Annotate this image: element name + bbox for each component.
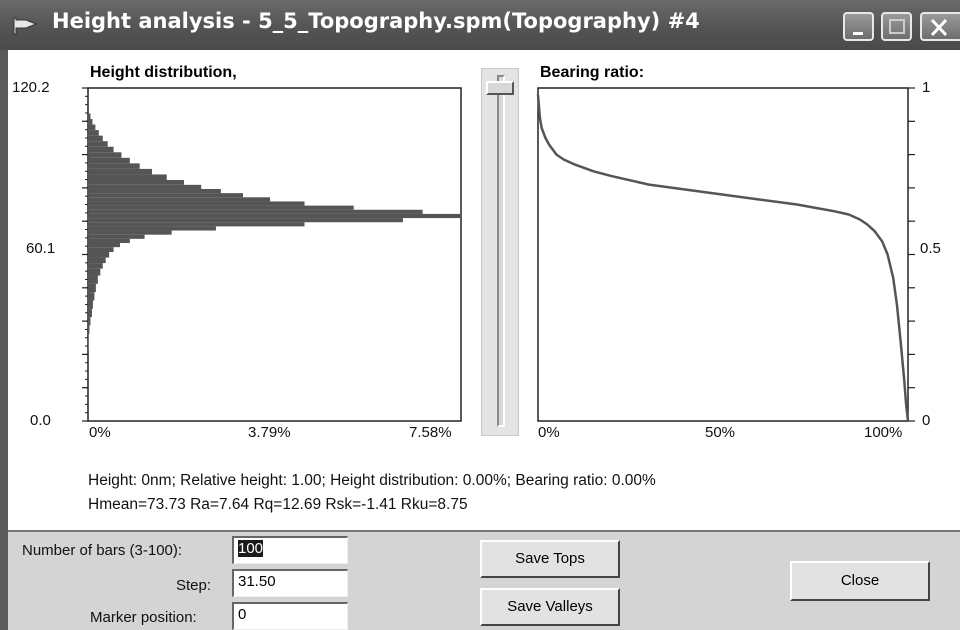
height-bar	[88, 119, 93, 125]
height-bar	[88, 179, 184, 185]
marker-slider[interactable]	[481, 68, 519, 436]
height-bar	[88, 152, 122, 158]
bearing-x-tick-0: 0%	[538, 424, 560, 441]
height-x-tick-0: 0%	[89, 424, 111, 441]
height-bar	[88, 113, 91, 120]
window-title: Height analysis - 5_5_Topography.spm(Top…	[52, 9, 700, 33]
height-bar	[88, 252, 110, 258]
height-bar	[88, 268, 101, 276]
save-tops-button[interactable]: Save Tops	[480, 540, 620, 578]
height-bar	[88, 141, 108, 147]
height-y-tick-mid: 60.1	[26, 240, 56, 257]
height-bar	[88, 163, 140, 169]
height-bar	[88, 333, 89, 343]
height-y-tick-min: 0.0	[30, 412, 51, 429]
height-bar	[88, 308, 92, 318]
marker-slider-groove	[497, 75, 505, 427]
step-value: 31.50	[238, 573, 276, 590]
height-bar	[88, 234, 145, 239]
height-bar	[88, 213, 461, 219]
height-bar	[88, 124, 96, 131]
height-distribution-bars	[88, 106, 461, 351]
height-bar	[88, 292, 95, 301]
height-bar	[88, 283, 96, 293]
minimize-button[interactable]	[843, 12, 874, 41]
height-bar	[88, 174, 167, 180]
maximize-icon	[889, 19, 905, 34]
title-bar[interactable]: Height analysis - 5_5_Topography.spm(Top…	[0, 0, 960, 50]
height-bar	[88, 106, 89, 114]
height-bar	[88, 135, 103, 142]
height-x-tick-mid: 3.79%	[248, 424, 291, 441]
minimize-icon	[853, 32, 863, 35]
height-bar	[88, 168, 152, 175]
step-label: Step:	[176, 577, 212, 594]
height-bar	[88, 317, 91, 326]
height-bar	[88, 193, 244, 198]
height-bar	[88, 342, 89, 351]
height-bar	[88, 157, 130, 164]
save-valleys-button[interactable]: Save Valleys	[480, 588, 620, 626]
height-bar	[88, 201, 305, 206]
close-window-button[interactable]	[920, 12, 960, 41]
marker-position-label: Marker position:	[90, 609, 197, 626]
bars-input[interactable]: 100	[232, 536, 348, 564]
height-bar	[88, 197, 271, 202]
marker-slider-thumb[interactable]	[486, 81, 514, 95]
bearing-ratio-line	[536, 94, 910, 422]
bearing-y-tick-min: 0	[922, 412, 931, 429]
close-button[interactable]: Close	[790, 561, 930, 601]
height-x-tick-max: 7.58%	[409, 424, 452, 441]
height-y-tick-max: 120.2	[12, 79, 50, 96]
step-input[interactable]: 31.50	[232, 569, 348, 597]
roughness-stats-line: Hmean=73.73 Ra=7.64 Rq=12.69 Rsk=-1.41 R…	[88, 496, 468, 513]
height-bar	[88, 247, 114, 253]
height-chart-frame	[82, 87, 462, 422]
bars-label: Number of bars (3-100):	[22, 542, 183, 559]
bearing-x-tick-max: 100%	[864, 424, 903, 441]
bearing-chart-title: Bearing ratio:	[540, 64, 645, 81]
height-bar	[88, 275, 98, 284]
height-bar	[88, 222, 305, 227]
height-bar	[88, 238, 130, 244]
bearing-chart-border	[537, 87, 909, 422]
bars-value: 100	[238, 540, 264, 557]
bearing-x-tick-mid: 50%	[705, 424, 736, 441]
bearing-chart-frame	[537, 87, 915, 422]
window-left-border	[0, 50, 8, 630]
bearing-y-tick-max: 1	[922, 79, 931, 96]
height-chart-title: Height distribution,	[90, 64, 237, 81]
bearing-y-tick-mid: 0.5	[920, 240, 941, 257]
height-bar	[88, 205, 354, 210]
marker-position-value: 0	[238, 606, 247, 623]
height-bar	[88, 188, 221, 194]
height-bar	[88, 130, 99, 136]
height-bar	[88, 300, 93, 309]
close-icon	[930, 18, 948, 37]
height-bar	[88, 263, 103, 269]
bearing-ratio-curve	[536, 94, 910, 422]
height-chart-border	[87, 87, 462, 422]
app-icon	[13, 17, 38, 35]
height-bar	[88, 218, 403, 223]
marker-info-line: Height: 0nm; Relative height: 1.00; Heig…	[88, 472, 656, 489]
height-bar	[88, 184, 202, 189]
height-bar	[88, 230, 172, 235]
height-bar	[88, 243, 120, 248]
height-bar	[88, 209, 423, 214]
marker-position-input[interactable]: 0	[232, 602, 348, 630]
height-bar	[88, 146, 114, 153]
height-bar	[88, 325, 90, 334]
maximize-button[interactable]	[881, 12, 912, 41]
height-bar	[88, 226, 216, 231]
height-bar	[88, 257, 106, 264]
